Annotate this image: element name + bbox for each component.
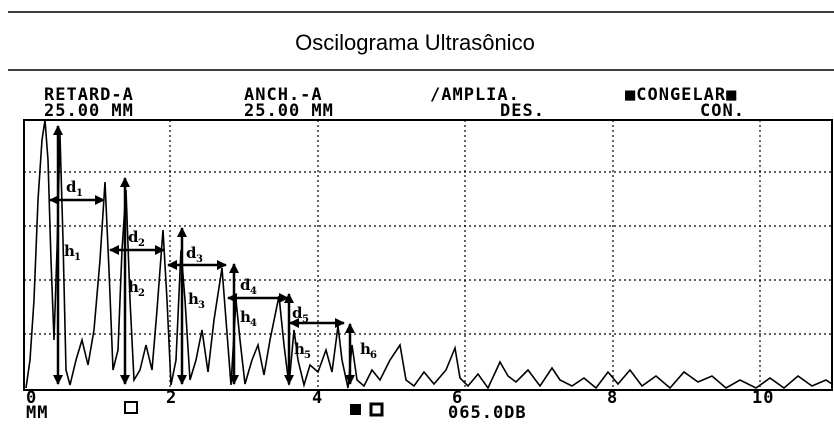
annotations: d 1d 2d 3d 4d 5h 1h 2 h 3h 4h 5 h 6: [64, 178, 377, 361]
label-sub: 5: [304, 350, 311, 361]
label-letter: h: [188, 290, 199, 308]
label-letter: d: [292, 304, 303, 322]
label-letter: d: [66, 178, 77, 196]
status-top: ANCH.-A: [244, 85, 323, 105]
label-letter: h: [240, 308, 251, 326]
label-sub: 2: [138, 288, 145, 299]
label-sub: 4: [250, 318, 257, 329]
x-tick-label: 8: [607, 388, 618, 408]
label-letter: h: [294, 340, 305, 358]
icon: [124, 401, 138, 414]
label-letter: d: [128, 228, 139, 246]
label-sub: 1: [74, 252, 81, 263]
icon: [350, 404, 361, 415]
label-sub: 3: [196, 254, 203, 265]
status-bottom: 25.00 MM: [44, 101, 134, 121]
label-letter: d: [240, 276, 251, 294]
grid: [24, 120, 832, 390]
label-sub: 2: [138, 238, 145, 249]
x-tick-label: 6: [452, 388, 463, 408]
waveform: [25, 119, 833, 390]
label-sub: 4: [250, 286, 257, 297]
label-letter: d: [186, 244, 197, 262]
title: Oscilograma Ultrasônico: [295, 30, 535, 55]
axis-labels: 0 2 4 6 8 10 MM 065.0DB: [26, 388, 774, 423]
status-bottom: CON.: [700, 101, 745, 121]
status-bottom: DES.: [500, 101, 545, 121]
plot-frame: [23, 119, 833, 391]
status-top: ■CONGELAR■: [625, 85, 737, 105]
label-letter: h: [64, 242, 75, 260]
distance-arrows: [49, 195, 345, 328]
label-sub: 1: [76, 188, 83, 199]
label-sub: 5: [302, 314, 309, 325]
label-sub: 6: [370, 350, 377, 361]
axis-unit: MM: [26, 403, 48, 423]
status-top: /AMPLIA.: [430, 85, 520, 105]
label-sub: 3: [198, 300, 205, 311]
status-bottom: 25.00 MM: [244, 101, 334, 121]
height-arrows: [53, 125, 355, 385]
x-tick-label: 0: [26, 388, 37, 408]
x-tick-label: 10: [752, 388, 774, 408]
gain: 065.0DB: [448, 403, 527, 423]
label-letter: h: [360, 340, 371, 358]
x-tick-label: 2: [166, 388, 177, 408]
label-letter: h: [128, 278, 139, 296]
icon: [369, 402, 384, 417]
x-tick-label: 4: [312, 388, 323, 408]
status-top: RETARD-A: [44, 85, 134, 105]
